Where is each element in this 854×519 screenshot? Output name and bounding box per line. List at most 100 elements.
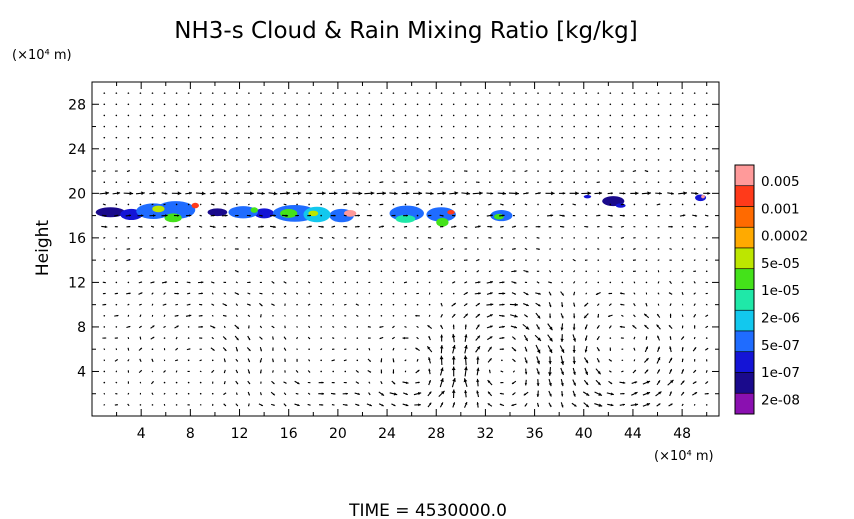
wind-arrow-head (369, 226, 371, 228)
wind-dot (296, 248, 298, 250)
wind-arrow-head (536, 360, 540, 365)
wind-dot (645, 148, 648, 150)
wind-dot (549, 237, 551, 239)
wind-arrow-head (406, 191, 410, 195)
wind-dot (139, 125, 142, 128)
wind-dot (705, 170, 708, 172)
wind-arrow-head (575, 191, 579, 196)
wind-arrow-head (441, 314, 443, 316)
wind-arrow-head (572, 371, 576, 375)
wind-dot (681, 159, 684, 161)
wind-dot (609, 103, 612, 106)
wind-dot (609, 270, 612, 273)
wind-dot (573, 92, 575, 94)
wind-dot (187, 92, 190, 94)
wind-arrow-head (201, 191, 206, 196)
wind-arrow-head (128, 292, 131, 295)
wind-arrow-head (514, 248, 516, 250)
wind-arrow-head (439, 345, 444, 349)
wind-dot (645, 92, 648, 94)
wind-arrow-head (417, 359, 419, 361)
wind-arrow-head (634, 181, 636, 183)
wind-arrow-head (620, 337, 623, 339)
wind-arrow-head (572, 338, 576, 342)
wind-arrow-head (382, 191, 387, 196)
wind-dot (320, 337, 322, 339)
wind-arrow-head (597, 304, 599, 306)
wind-dot (187, 248, 190, 250)
wind-dot (549, 136, 551, 139)
wind-dot (645, 281, 648, 284)
wind-arrow-head (490, 225, 493, 228)
wind-arrow-head (657, 314, 660, 316)
wind-arrow-head (465, 248, 467, 250)
wind-arrow-head (598, 403, 603, 407)
wind-arrow-head (152, 237, 154, 239)
wind-arrow-head (296, 381, 300, 384)
wind-arrow-head (296, 326, 298, 328)
wind-dot (272, 136, 274, 139)
wind-dot (151, 136, 154, 139)
wind-arrow-head (452, 378, 456, 382)
cloud-patch (344, 210, 357, 217)
wind-dot (296, 125, 298, 128)
wind-arrow-head (548, 382, 552, 387)
wind-dot (211, 392, 214, 395)
wind-dot (380, 159, 383, 161)
wind-dot (115, 136, 118, 139)
wind-dot (199, 114, 202, 117)
wind-arrow-head (273, 225, 276, 229)
wind-arrow-head (369, 382, 370, 384)
wind-dot (260, 159, 262, 161)
wind-dot (260, 136, 262, 139)
wind-dot (344, 159, 347, 161)
wind-arrow-head (694, 359, 696, 361)
wind-arrow-head (549, 304, 552, 308)
x-tick-label: 28 (427, 426, 445, 442)
wind-arrow-head (115, 348, 117, 350)
wind-arrow-head (405, 381, 409, 385)
wind-arrow-head (610, 192, 613, 195)
wind-arrow-head (236, 292, 239, 295)
wind-arrow-head (574, 215, 576, 217)
wind-arrow-head (236, 382, 238, 385)
wind-dot (223, 114, 226, 117)
wind-dot (320, 248, 322, 250)
wind-arrow-head (537, 315, 541, 319)
wind-arrow-head (429, 282, 431, 283)
wind-dot (464, 159, 467, 161)
wind-dot (452, 136, 455, 139)
wind-arrow-head (321, 404, 324, 406)
wind-arrow-head (573, 316, 576, 319)
wind-arrow-head (116, 191, 121, 195)
wind-dot (609, 181, 612, 183)
wind-arrow-head (237, 192, 240, 195)
wind-arrow-head (429, 391, 432, 395)
wind-dot (248, 114, 250, 117)
wind-arrow-head (633, 347, 635, 350)
wind-arrow-head (116, 292, 118, 295)
wind-arrow-head (380, 281, 382, 283)
wind-dot (537, 125, 539, 128)
wind-dot (681, 114, 684, 117)
wind-arrow-head (128, 359, 130, 361)
wind-arrow-head (417, 369, 420, 372)
wind-arrow-head (463, 378, 468, 383)
wind-dot (705, 148, 708, 150)
wind-arrow-head (297, 226, 298, 228)
wind-arrow-head (536, 371, 540, 375)
wind-arrow-head (392, 337, 394, 339)
wind-arrow-head (441, 170, 443, 172)
wind-arrow-head (308, 293, 310, 295)
wind-arrow-head (272, 393, 275, 396)
wind-arrow-head (622, 360, 624, 361)
colorbar-swatch (734, 392, 755, 415)
cloud-patch (280, 208, 298, 218)
wind-arrow-head (200, 226, 203, 228)
wind-arrow-head (284, 271, 286, 272)
wind-arrow-head (515, 191, 519, 196)
wind-arrow-head (622, 381, 626, 384)
wind-dot (440, 136, 443, 139)
wind-arrow-head (586, 225, 589, 228)
wind-arrow-head (104, 203, 106, 206)
